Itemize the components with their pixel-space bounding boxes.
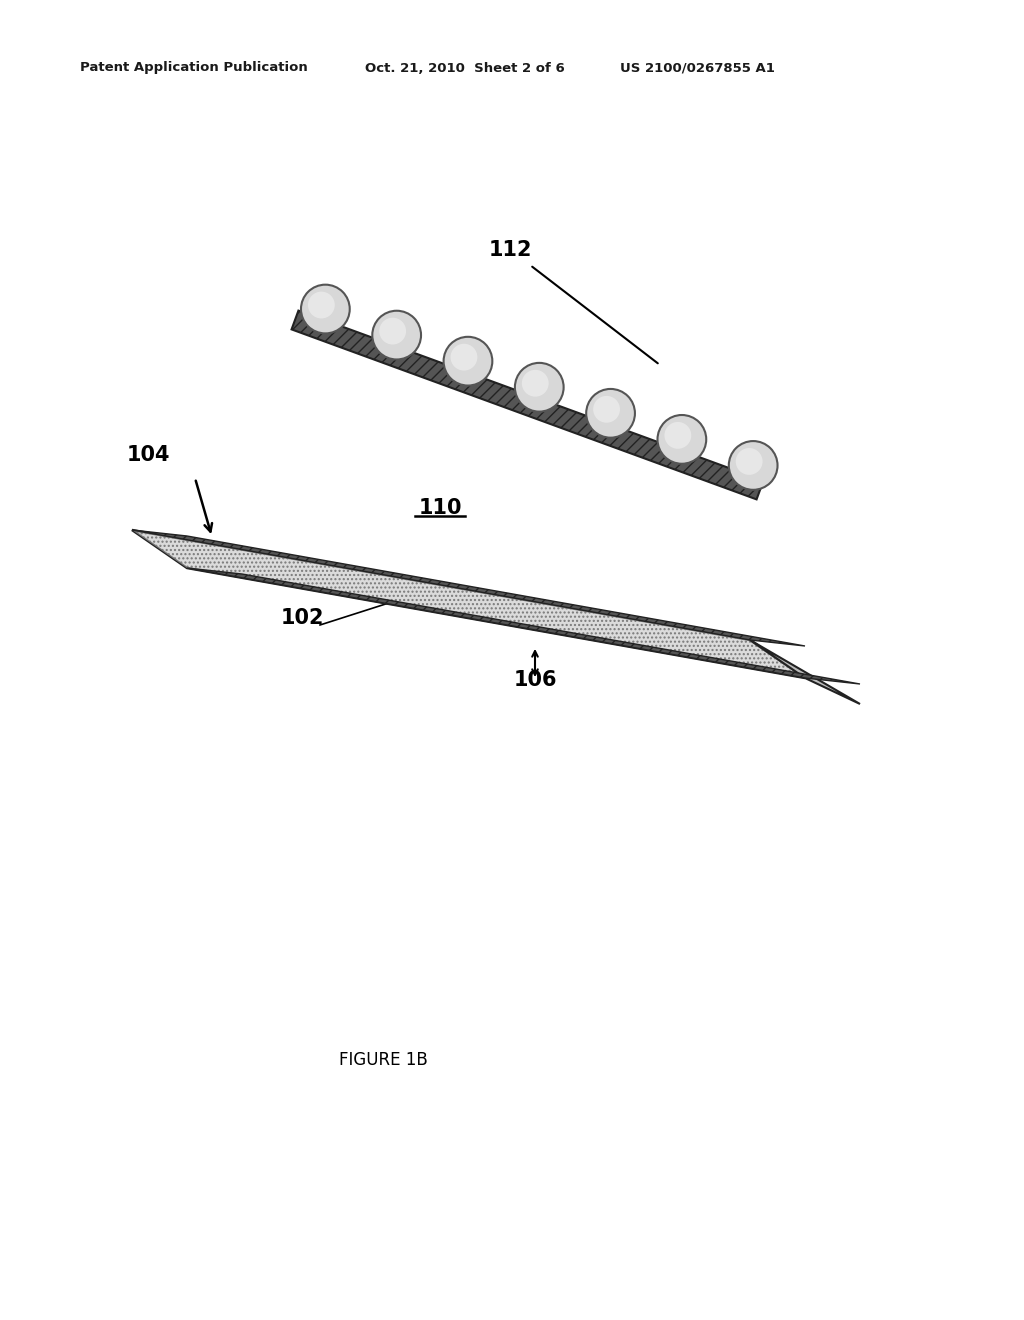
Text: US 2100/0267855 A1: US 2100/0267855 A1 bbox=[620, 62, 775, 74]
Circle shape bbox=[522, 370, 549, 396]
Polygon shape bbox=[132, 531, 805, 678]
Text: Oct. 21, 2010  Sheet 2 of 6: Oct. 21, 2010 Sheet 2 of 6 bbox=[365, 62, 565, 74]
Text: 102: 102 bbox=[281, 609, 324, 628]
Text: FIGURE 1B: FIGURE 1B bbox=[339, 1051, 427, 1069]
Polygon shape bbox=[132, 531, 805, 678]
Circle shape bbox=[736, 447, 763, 475]
Text: 110: 110 bbox=[418, 498, 462, 517]
Text: 112: 112 bbox=[488, 240, 531, 260]
Circle shape bbox=[593, 396, 620, 422]
Polygon shape bbox=[132, 531, 805, 645]
Text: 106: 106 bbox=[513, 671, 557, 690]
Polygon shape bbox=[292, 310, 764, 499]
Circle shape bbox=[301, 285, 350, 334]
Text: 104: 104 bbox=[126, 445, 170, 465]
Circle shape bbox=[586, 389, 635, 438]
Circle shape bbox=[373, 310, 421, 359]
Circle shape bbox=[515, 363, 563, 412]
Polygon shape bbox=[187, 568, 860, 684]
Circle shape bbox=[729, 441, 777, 490]
Circle shape bbox=[308, 292, 335, 318]
Circle shape bbox=[379, 318, 407, 345]
Circle shape bbox=[657, 414, 707, 463]
Text: Patent Application Publication: Patent Application Publication bbox=[80, 62, 308, 74]
Circle shape bbox=[451, 343, 477, 371]
Polygon shape bbox=[750, 640, 860, 704]
Circle shape bbox=[665, 422, 691, 449]
Circle shape bbox=[443, 337, 493, 385]
